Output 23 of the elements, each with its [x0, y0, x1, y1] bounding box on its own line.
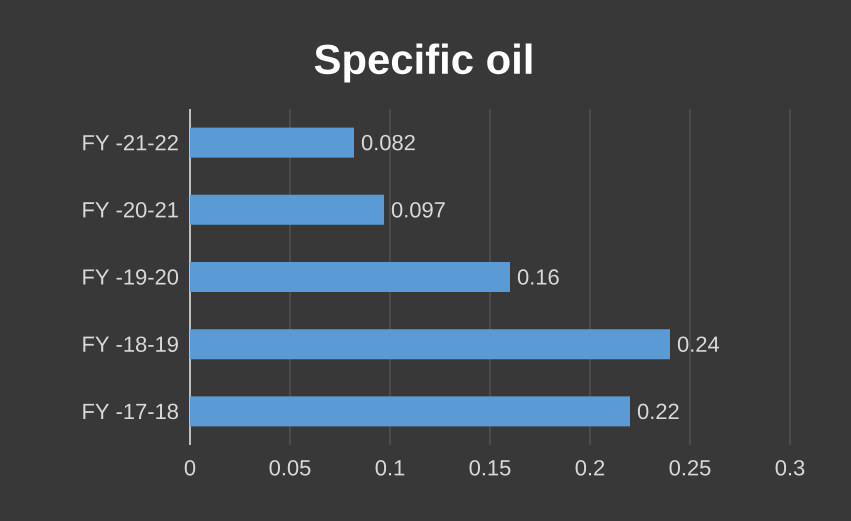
bar [190, 329, 670, 360]
x-tick-label: 0.2 [576, 460, 604, 476]
x-tick-label: 0.05 [270, 460, 310, 476]
data-label: 0.22 [638, 404, 679, 420]
y-tick-label: FY -18-19 [83, 336, 178, 352]
y-tick-label: FY -19-20 [83, 269, 178, 285]
data-label: 0.097 [392, 202, 445, 218]
x-tick-label: 0.25 [670, 460, 710, 476]
y-tick-label: FY -17-18 [83, 404, 178, 420]
x-tick-label: 0.1 [376, 460, 404, 476]
x-tick-label: 0.15 [470, 460, 510, 476]
chart-title: Specific oil [314, 44, 532, 82]
bar [190, 128, 354, 158]
x-tick-label: 0.3 [776, 460, 804, 476]
y-tick-label: FY -20-21 [83, 202, 178, 218]
bar [190, 194, 384, 225]
x-tick-label: 0 [184, 460, 196, 476]
bar [190, 396, 630, 426]
data-label: 0.16 [518, 269, 559, 285]
bar [190, 262, 510, 292]
y-tick-label: FY -21-22 [83, 134, 178, 150]
data-label: 0.24 [678, 336, 720, 352]
data-label: 0.082 [362, 134, 415, 150]
